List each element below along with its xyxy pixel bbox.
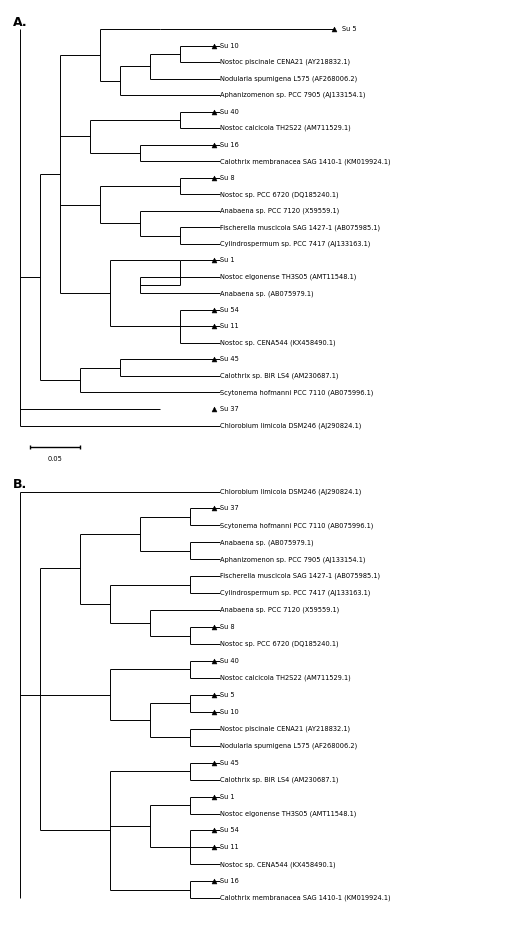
Text: Su 37: Su 37: [219, 406, 238, 412]
Text: Anabaena sp. (AB075979.1): Anabaena sp. (AB075979.1): [219, 539, 314, 546]
Text: Su 10: Su 10: [219, 43, 238, 49]
Text: Calothrix sp. BIR LS4 (AM230687.1): Calothrix sp. BIR LS4 (AM230687.1): [219, 776, 338, 783]
Text: Calothrix membranacea SAG 1410-1 (KM019924.1): Calothrix membranacea SAG 1410-1 (KM0199…: [219, 895, 390, 901]
Text: Nodularia spumigena L575 (AF268006.2): Nodularia spumigena L575 (AF268006.2): [219, 76, 357, 82]
Text: Fischerella muscicola SAG 1427-1 (AB075985.1): Fischerella muscicola SAG 1427-1 (AB0759…: [219, 573, 380, 579]
Text: Nostoc calcicola TH2S22 (AM711529.1): Nostoc calcicola TH2S22 (AM711529.1): [219, 125, 351, 132]
Text: Nostoc elgonense TH3S05 (AMT11548.1): Nostoc elgonense TH3S05 (AMT11548.1): [219, 810, 356, 816]
Text: Nodularia spumigena L575 (AF268006.2): Nodularia spumigena L575 (AF268006.2): [219, 743, 357, 749]
Text: B.: B.: [13, 478, 27, 491]
Text: Su 40: Su 40: [219, 109, 238, 115]
Text: Scytonema hofmanni PCC 7110 (AB075996.1): Scytonema hofmanni PCC 7110 (AB075996.1): [219, 389, 373, 396]
Text: Su 5: Su 5: [342, 26, 357, 32]
Text: Nostoc elgonense TH3S05 (AMT11548.1): Nostoc elgonense TH3S05 (AMT11548.1): [219, 273, 356, 280]
Text: Su 45: Su 45: [219, 759, 238, 766]
Text: Calothrix membranacea SAG 1410-1 (KM019924.1): Calothrix membranacea SAG 1410-1 (KM0199…: [219, 158, 390, 164]
Text: Nostoc sp. CENA544 (KX458490.1): Nostoc sp. CENA544 (KX458490.1): [219, 861, 335, 868]
Text: Anabaena sp. PCC 7120 (X59559.1): Anabaena sp. PCC 7120 (X59559.1): [219, 606, 339, 613]
Text: Su 45: Su 45: [219, 356, 238, 362]
Text: Chlorobium limicola DSM246 (AJ290824.1): Chlorobium limicola DSM246 (AJ290824.1): [219, 488, 361, 494]
Text: Su 11: Su 11: [219, 324, 238, 329]
Text: Su 16: Su 16: [219, 142, 238, 147]
Text: Calothrix sp. BIR LS4 (AM230687.1): Calothrix sp. BIR LS4 (AM230687.1): [219, 372, 338, 379]
Text: Su 5: Su 5: [219, 692, 234, 698]
Text: Chlorobium limicola DSM246 (AJ290824.1): Chlorobium limicola DSM246 (AJ290824.1): [220, 423, 361, 429]
Text: Nostoc sp. CENA544 (KX458490.1): Nostoc sp. CENA544 (KX458490.1): [219, 340, 335, 346]
Text: Nostoc piscinale CENA21 (AY218832.1): Nostoc piscinale CENA21 (AY218832.1): [219, 59, 350, 65]
Text: Anabaena sp. PCC 7120 (X59559.1): Anabaena sp. PCC 7120 (X59559.1): [219, 207, 339, 214]
Text: Su 10: Su 10: [219, 709, 238, 715]
Text: Su 8: Su 8: [219, 174, 234, 181]
Text: Nostoc calcicola TH2S22 (AM711529.1): Nostoc calcicola TH2S22 (AM711529.1): [219, 675, 351, 681]
Text: Nostoc sp. PCC 6720 (DQ185240.1): Nostoc sp. PCC 6720 (DQ185240.1): [219, 191, 338, 198]
Text: A.: A.: [13, 16, 27, 29]
Text: Su 11: Su 11: [219, 844, 238, 850]
Text: Aphanizomenon sp. PCC 7905 (AJ133154.1): Aphanizomenon sp. PCC 7905 (AJ133154.1): [219, 556, 365, 563]
Text: Nostoc piscinale CENA21 (AY218832.1): Nostoc piscinale CENA21 (AY218832.1): [219, 726, 350, 732]
Text: Aphanizomenon sp. PCC 7905 (AJ133154.1): Aphanizomenon sp. PCC 7905 (AJ133154.1): [219, 92, 365, 99]
Text: Su 16: Su 16: [219, 878, 238, 884]
Text: Cylindrospermum sp. PCC 7417 (AJ133163.1): Cylindrospermum sp. PCC 7417 (AJ133163.1…: [219, 590, 370, 596]
Text: Cylindrospermum sp. PCC 7417 (AJ133163.1): Cylindrospermum sp. PCC 7417 (AJ133163.1…: [219, 241, 370, 247]
Text: Anabaena sp. (AB075979.1): Anabaena sp. (AB075979.1): [219, 290, 314, 297]
Text: Su 1: Su 1: [219, 794, 234, 800]
Text: Fischerella muscicola SAG 1427-1 (AB075985.1): Fischerella muscicola SAG 1427-1 (AB0759…: [219, 224, 380, 230]
Text: Scytonema hofmanni PCC 7110 (AB075996.1): Scytonema hofmanni PCC 7110 (AB075996.1): [219, 522, 373, 529]
Text: Su 54: Su 54: [219, 828, 238, 833]
Text: Su 37: Su 37: [219, 506, 238, 511]
Text: Su 1: Su 1: [219, 258, 234, 263]
Text: Su 8: Su 8: [219, 624, 234, 630]
Text: Su 54: Su 54: [219, 307, 238, 313]
Text: 0.05: 0.05: [48, 456, 63, 462]
Text: Su 40: Su 40: [219, 658, 238, 664]
Text: Nostoc sp. PCC 6720 (DQ185240.1): Nostoc sp. PCC 6720 (DQ185240.1): [219, 641, 338, 648]
